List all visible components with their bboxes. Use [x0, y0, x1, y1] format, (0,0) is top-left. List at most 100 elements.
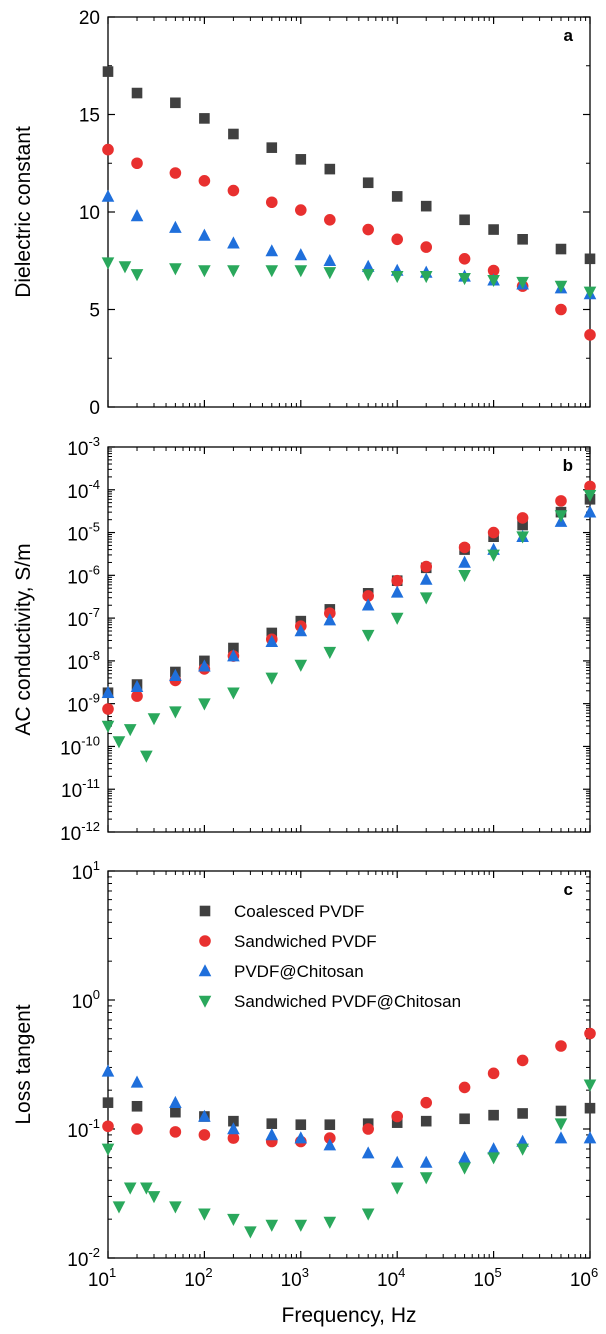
panel-c: 10-2 10-1 100 101 101 102 103 104 105 106 Loss tan… [12, 858, 598, 1327]
data-point [227, 236, 240, 249]
data-point [294, 248, 308, 261]
data-point [458, 555, 471, 568]
data-point [131, 690, 143, 702]
data-point [198, 698, 211, 711]
data-point [420, 1115, 432, 1127]
data-point [198, 1129, 211, 1141]
data-point [323, 253, 337, 267]
y-tick-label: 10-12 [60, 819, 100, 845]
y-tick-label: 10-2 [67, 1245, 100, 1271]
data-point [102, 703, 114, 715]
series-2 [101, 1064, 597, 1168]
data-point [584, 253, 596, 265]
legend-marker [198, 995, 212, 1008]
data-point [265, 1128, 279, 1141]
data-point [361, 629, 375, 642]
data-point [390, 612, 404, 625]
data-point [102, 1120, 114, 1133]
data-point [362, 1123, 374, 1135]
data-point [294, 659, 308, 672]
data-point [227, 687, 240, 700]
data-point [391, 1110, 404, 1123]
data-point [420, 241, 433, 253]
data-point [130, 679, 144, 692]
data-point [555, 303, 567, 316]
series-1 [102, 1027, 596, 1148]
data-point [458, 570, 471, 583]
x-axis-title: Frequency, Hz [282, 1304, 417, 1327]
y-tick-label: 20 [79, 8, 100, 29]
data-point [123, 1182, 137, 1195]
data-point [265, 634, 279, 648]
data-point [101, 1143, 115, 1156]
y-tick-label: 10-9 [67, 691, 100, 717]
data-point [583, 286, 597, 299]
data-point [517, 1108, 528, 1119]
data-point [140, 750, 153, 763]
data-point [101, 257, 115, 270]
data-point [584, 329, 596, 341]
legend-marker [198, 964, 212, 977]
data-point [555, 1040, 567, 1052]
legend: Coalesced PVDF Sandwiched PVDF PVDF@Chitos… [198, 902, 461, 1011]
data-point [487, 549, 500, 562]
data-point [102, 1097, 114, 1108]
data-point [390, 271, 404, 284]
data-point [391, 191, 403, 202]
data-point [169, 220, 182, 233]
y-axis-title: Dielectric constant [12, 126, 35, 298]
data-point [294, 1219, 308, 1232]
data-point [265, 196, 278, 209]
data-point [118, 261, 132, 274]
legend-label: PVDF@Chitosan [234, 962, 364, 981]
data-point [554, 1131, 568, 1144]
data-point [227, 649, 240, 662]
legend-label: Sandwiched PVDF [234, 932, 377, 951]
panel-a: 0 5 10 15 20 Dielectric constant a [12, 8, 597, 419]
data-point [583, 505, 597, 518]
data-point [584, 480, 596, 493]
data-point [419, 271, 433, 284]
data-point [487, 1067, 500, 1080]
data-point [390, 1155, 404, 1168]
y-tick-label: 10-6 [67, 562, 100, 588]
data-point [227, 1213, 240, 1226]
data-point [123, 724, 137, 737]
series-3 [101, 257, 597, 299]
y-tick-label: 10-4 [67, 477, 100, 503]
data-point [391, 233, 404, 246]
data-point [459, 214, 470, 226]
data-point [102, 66, 114, 77]
x-tick-label: 104 [377, 1265, 405, 1291]
data-point [458, 273, 471, 286]
data-point [169, 706, 182, 719]
x-tick-label: 103 [281, 1265, 309, 1291]
data-point [131, 87, 143, 99]
data-point [131, 1100, 143, 1112]
data-point [554, 1118, 568, 1131]
data-point [324, 1119, 336, 1130]
y-tick-label: 10-11 [61, 776, 100, 802]
data-point [170, 97, 181, 109]
data-point [458, 1162, 471, 1175]
data-point [294, 1131, 308, 1144]
data-point [488, 1109, 499, 1121]
series-0 [102, 66, 596, 265]
data-point [420, 1096, 433, 1109]
data-point [323, 267, 337, 280]
data-point [198, 1208, 211, 1221]
data-point [265, 1219, 279, 1232]
series-3 [101, 489, 597, 763]
data-point [458, 1150, 471, 1163]
legend-marker [199, 905, 211, 917]
data-point [169, 1126, 182, 1138]
legend-marker [199, 935, 211, 947]
data-point [228, 128, 239, 140]
panel-letter: a [564, 26, 574, 45]
data-point [294, 624, 308, 637]
data-point [488, 224, 499, 235]
data-point [101, 720, 115, 733]
y-tick-label: 0 [89, 398, 100, 419]
data-point [516, 276, 529, 289]
data-point [169, 1095, 182, 1108]
